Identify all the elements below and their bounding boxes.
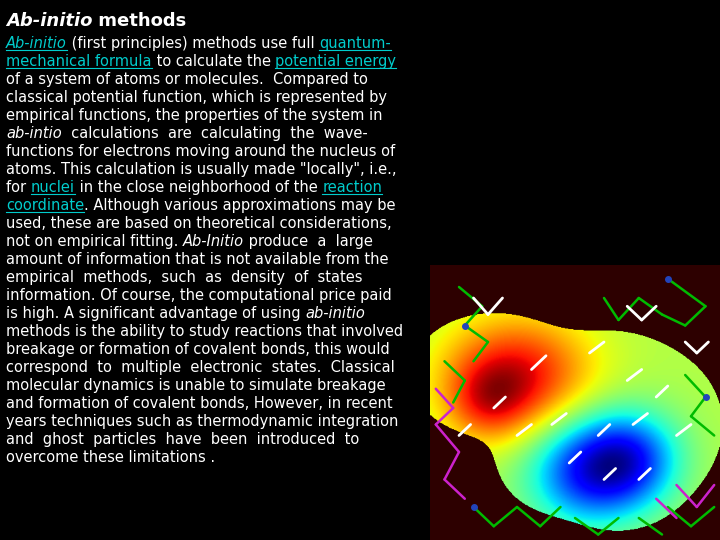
Text: and  ghost  particles  have  been  introduced  to: and ghost particles have been introduced… xyxy=(6,433,359,447)
Text: used, these are based on theoretical considerations,: used, these are based on theoretical con… xyxy=(6,217,392,231)
Text: of a system of atoms or molecules.  Compared to: of a system of atoms or molecules. Compa… xyxy=(6,72,368,87)
Text: empirical  methods,  such  as  density  of  states: empirical methods, such as density of st… xyxy=(6,271,362,285)
Text: methods is the ability to study reactions that involved: methods is the ability to study reaction… xyxy=(6,325,403,339)
Text: Ab-Initio: Ab-Initio xyxy=(183,234,244,249)
Text: breakage or formation of covalent bonds, this would: breakage or formation of covalent bonds,… xyxy=(6,342,390,357)
Text: reaction: reaction xyxy=(322,180,382,195)
Text: coordinate: coordinate xyxy=(6,198,84,213)
Text: Ab-initio: Ab-initio xyxy=(6,12,92,30)
Text: is high. A significant advantage of using: is high. A significant advantage of usin… xyxy=(6,306,305,321)
Text: amount of information that is not available from the: amount of information that is not availa… xyxy=(6,252,389,267)
Text: (first principles) methods use full: (first principles) methods use full xyxy=(67,36,319,51)
Text: years techniques such as thermodynamic integration: years techniques such as thermodynamic i… xyxy=(6,414,398,429)
Text: not on empirical fitting.: not on empirical fitting. xyxy=(6,234,183,249)
Text: overcome these limitations .: overcome these limitations . xyxy=(6,450,215,465)
Text: . Although various approximations may be: . Although various approximations may be xyxy=(84,198,395,213)
Text: to calculate the: to calculate the xyxy=(151,55,275,69)
Text: information. Of course, the computational price paid: information. Of course, the computationa… xyxy=(6,288,392,303)
Text: quantum-: quantum- xyxy=(319,36,391,51)
Text: produce  a  large: produce a large xyxy=(244,234,373,249)
Text: calculations  are  calculating  the  wave-: calculations are calculating the wave- xyxy=(62,126,367,141)
Text: for: for xyxy=(6,180,31,195)
Text: methods: methods xyxy=(92,12,186,30)
Text: classical potential function, which is represented by: classical potential function, which is r… xyxy=(6,90,387,105)
Text: ab-initio: ab-initio xyxy=(305,306,365,321)
Text: and formation of covalent bonds, However, in recent: and formation of covalent bonds, However… xyxy=(6,396,392,411)
Text: nuclei: nuclei xyxy=(31,180,75,195)
Text: correspond  to  multiple  electronic  states.  Classical: correspond to multiple electronic states… xyxy=(6,360,395,375)
Text: in the close neighborhood of the: in the close neighborhood of the xyxy=(75,180,322,195)
Text: ab-intio: ab-intio xyxy=(6,126,62,141)
Text: Ab-initio: Ab-initio xyxy=(6,36,67,51)
Text: atoms. This calculation is usually made "locally", i.e.,: atoms. This calculation is usually made … xyxy=(6,163,397,177)
Text: mechanical formula: mechanical formula xyxy=(6,55,151,69)
Text: molecular dynamics is unable to simulate breakage: molecular dynamics is unable to simulate… xyxy=(6,379,386,393)
Text: functions for electrons moving around the nucleus of: functions for electrons moving around th… xyxy=(6,144,395,159)
Text: potential energy: potential energy xyxy=(275,55,396,69)
Text: empirical functions, the properties of the system in: empirical functions, the properties of t… xyxy=(6,109,382,123)
